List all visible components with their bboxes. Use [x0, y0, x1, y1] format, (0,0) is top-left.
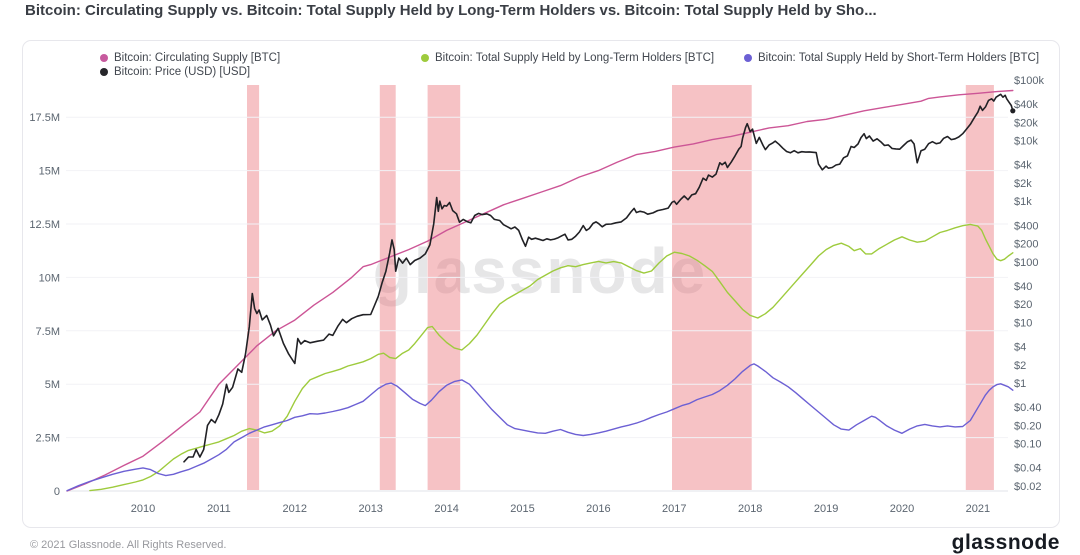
legend-label-long-term-holders: Bitcoin: Total Supply Held by Long-Term …: [435, 52, 715, 64]
legend-label-circulating-supply: Bitcoin: Circulating Supply [BTC]: [114, 52, 281, 64]
svg-text:$0.04: $0.04: [1014, 463, 1042, 475]
svg-text:2012: 2012: [283, 503, 307, 515]
svg-text:2021: 2021: [966, 503, 990, 515]
svg-text:2019: 2019: [814, 503, 838, 515]
svg-text:$0.40: $0.40: [1014, 402, 1042, 414]
svg-text:2014: 2014: [434, 503, 458, 515]
svg-text:$100: $100: [1014, 257, 1038, 269]
svg-text:2010: 2010: [131, 503, 155, 515]
legend-swatch-short-term-holders: [744, 54, 752, 62]
svg-text:$20: $20: [1014, 299, 1032, 311]
svg-text:$0.20: $0.20: [1014, 420, 1042, 432]
legend-label-price: Bitcoin: Price (USD) [USD]: [114, 66, 251, 78]
svg-text:$1: $1: [1014, 378, 1026, 390]
legend-item-price[interactable]: Bitcoin: Price (USD) [USD]: [100, 66, 250, 78]
svg-text:0: 0: [54, 486, 60, 498]
chart-card: [22, 40, 1060, 528]
svg-text:$1k: $1k: [1014, 196, 1032, 208]
legend-swatch-price: [100, 68, 108, 76]
svg-text:10M: 10M: [39, 272, 60, 284]
legend-swatch-long-term-holders: [421, 54, 429, 62]
svg-text:2.5M: 2.5M: [36, 433, 60, 445]
svg-text:2016: 2016: [586, 503, 610, 515]
svg-text:$2: $2: [1014, 360, 1026, 372]
svg-text:2013: 2013: [358, 503, 382, 515]
svg-text:5M: 5M: [45, 379, 60, 391]
glassnode-logo: glassnode: [951, 531, 1060, 554]
svg-text:2018: 2018: [738, 503, 762, 515]
svg-text:7.5M: 7.5M: [36, 326, 60, 338]
legend-item-circulating-supply[interactable]: Bitcoin: Circulating Supply [BTC]: [100, 52, 280, 64]
svg-text:$2k: $2k: [1014, 178, 1032, 190]
svg-text:$200: $200: [1014, 239, 1038, 251]
legend-swatch-circulating-supply: [100, 54, 108, 62]
copyright-text: © 2021 Glassnode. All Rights Reserved.: [30, 539, 227, 551]
svg-text:$4: $4: [1014, 342, 1026, 354]
svg-text:2020: 2020: [890, 503, 914, 515]
svg-text:$100k: $100k: [1014, 75, 1044, 87]
page-title: Bitcoin: Circulating Supply vs. Bitcoin:…: [25, 2, 877, 19]
svg-text:$400: $400: [1014, 220, 1038, 232]
svg-text:$20k: $20k: [1014, 117, 1038, 129]
svg-text:$40: $40: [1014, 281, 1032, 293]
svg-text:15M: 15M: [39, 166, 60, 178]
svg-text:2017: 2017: [662, 503, 686, 515]
legend-label-short-term-holders: Bitcoin: Total Supply Held by Short-Term…: [758, 52, 1040, 64]
svg-text:2015: 2015: [510, 503, 534, 515]
legend-item-long-term-holders[interactable]: Bitcoin: Total Supply Held by Long-Term …: [421, 52, 714, 64]
svg-text:$40k: $40k: [1014, 99, 1038, 111]
svg-text:$4k: $4k: [1014, 160, 1032, 172]
svg-text:17.5M: 17.5M: [29, 112, 60, 124]
svg-text:2011: 2011: [207, 503, 231, 515]
svg-text:12.5M: 12.5M: [29, 219, 60, 231]
svg-text:$10k: $10k: [1014, 136, 1038, 148]
svg-text:$0.10: $0.10: [1014, 439, 1042, 451]
svg-text:$0.02: $0.02: [1014, 481, 1042, 493]
legend-item-short-term-holders[interactable]: Bitcoin: Total Supply Held by Short-Term…: [744, 52, 1039, 64]
svg-text:$10: $10: [1014, 317, 1032, 329]
